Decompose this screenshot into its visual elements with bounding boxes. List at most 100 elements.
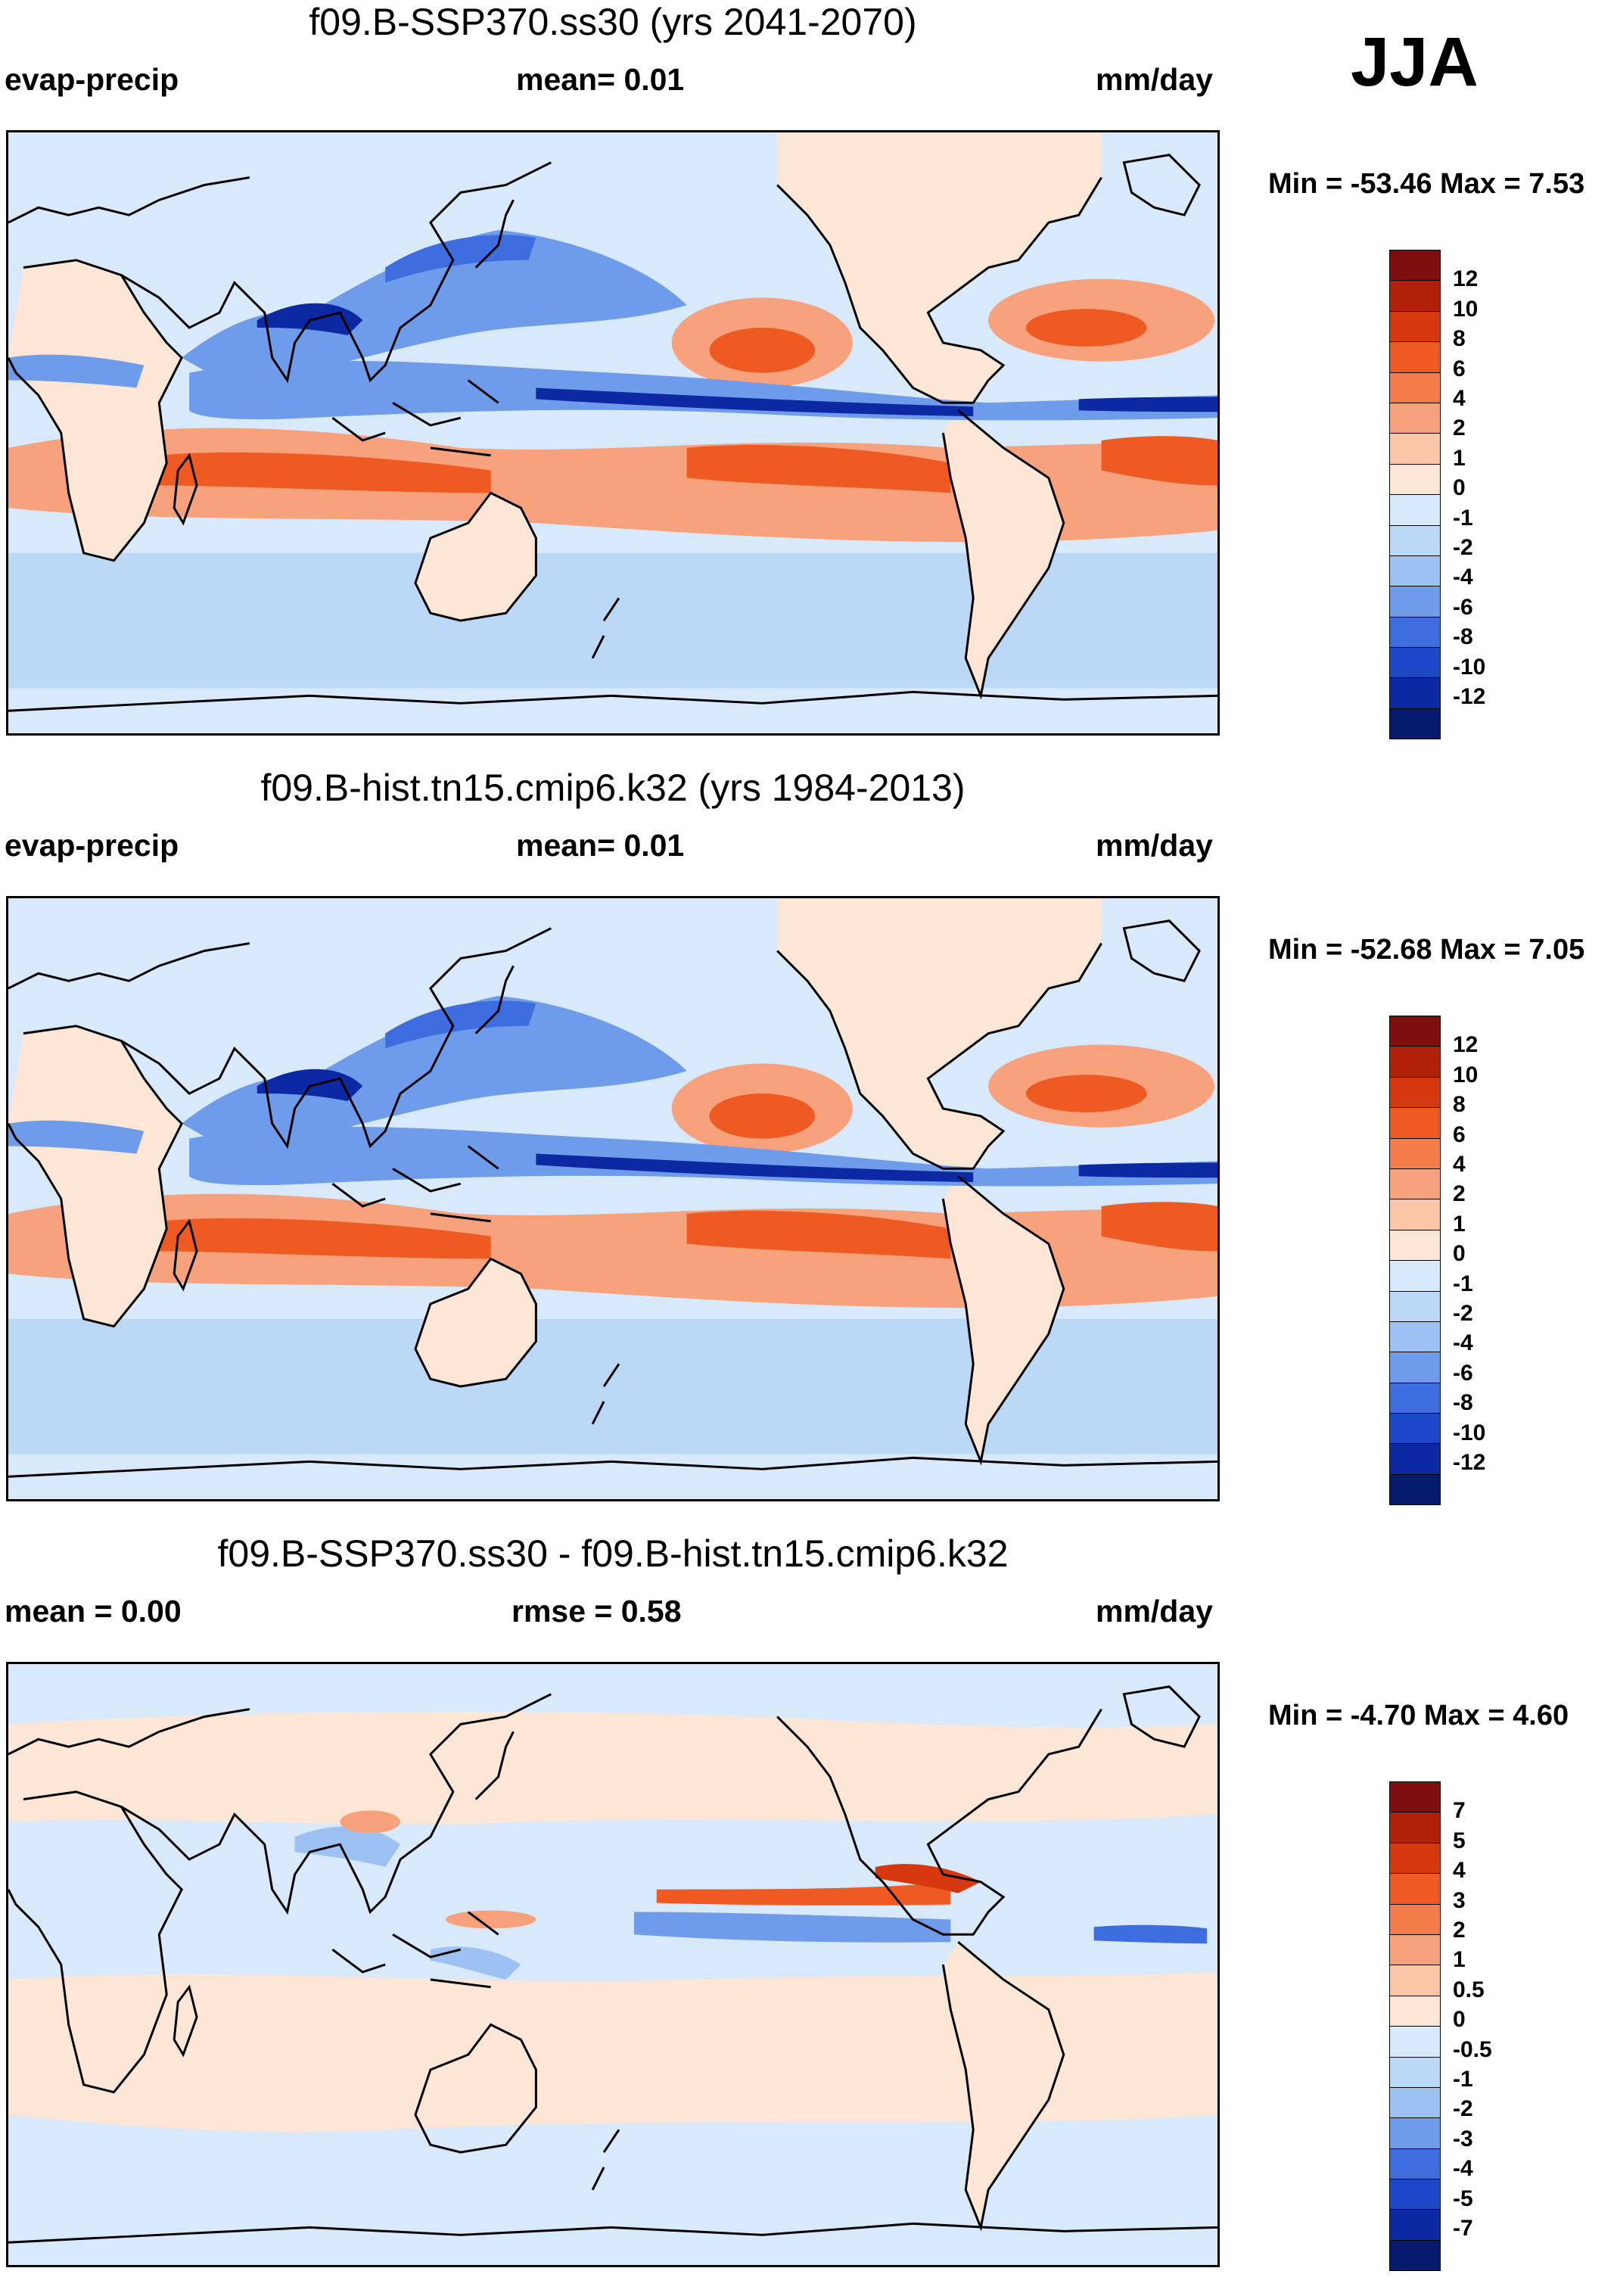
colorbar-swatch [1389,1382,1441,1414]
colorbar-swatch [1389,1903,1441,1934]
colorbar-swatch [1389,2179,1441,2210]
colorbar-tick-label: 4 [1453,1858,1466,1884]
colorbar-swatch [1389,1076,1441,1108]
colorbar-swatch [1389,1199,1441,1230]
colorbar-swatch [1389,616,1441,648]
colorbar-swatch [1389,1781,1441,1812]
min-max-label: Min = -52.68 Max = 7.05 [1268,934,1585,966]
map-plot [6,896,1220,1501]
colorbar-swatch [1389,1873,1441,1904]
colorbar-tick-label: 3 [1453,1887,1466,1913]
colorbar-tick-label: 5 [1453,1828,1466,1853]
panel-difference: f09.B-SSP370.ss30 - f09.B-hist.tn15.cmip… [0,1532,1617,2296]
colorbar-swatch [1389,1229,1441,1261]
units-label: mm/day [1096,62,1213,97]
colorbar-tick-label: 2 [1453,1181,1466,1207]
colorbar-tick-label: 0.5 [1453,1977,1485,2002]
colorbar-swatch [1389,1321,1441,1352]
rmse-label: rmse = 0.58 [512,1594,682,1629]
colorbar-tick-label: -4 [1453,2156,1473,2182]
colorbar-swatch [1389,310,1441,342]
panel-ssp370: f09.B-SSP370.ss30 (yrs 2041-2070) evap-p… [0,0,1617,764]
colorbar-tick-label: -1 [1453,2067,1473,2092]
colorbar-swatch [1389,524,1441,555]
colorbar-tick-label: 0 [1453,2007,1466,2033]
mean-label: mean= 0.01 [516,62,685,97]
colorbar-tick-label: 4 [1453,386,1466,411]
colorbar-tick-label: -2 [1453,535,1473,560]
colorbar-tick-label: 6 [1453,356,1466,381]
panel-title: f09.B-SSP370.ss30 (yrs 2041-2070) [309,1,917,43]
colorbar-swatch [1389,1352,1441,1383]
colorbar-tick-label: 8 [1453,1092,1466,1118]
colorbar-tick-label: -10 [1453,654,1486,680]
colorbar-tick-label: -12 [1453,1450,1486,1475]
colorbar-tick-label: -2 [1453,2096,1473,2122]
colorbar-tick-label: -0.5 [1453,2036,1492,2062]
units-label: mm/day [1096,1594,1213,1629]
season-label: JJA [1351,23,1479,101]
colorbar-swatch [1389,1934,1441,1965]
colorbar-swatch [1389,402,1441,434]
colorbar-tick-label: 0 [1453,1241,1466,1267]
colorbar-tick-label: -10 [1453,1420,1486,1445]
colorbar-swatch [1389,1137,1441,1168]
colorbar-tick-label: 8 [1453,326,1466,352]
colorbar-tick-label: -4 [1453,1330,1473,1356]
colorbar-tick-label: 0 [1453,475,1466,501]
colorbar-swatch [1389,647,1441,678]
colorbar-tick-label: 10 [1453,1062,1479,1087]
colorbar-tick-label: 10 [1453,296,1479,322]
colorbar-swatch [1389,586,1441,617]
colorbar-swatch [1389,1965,1441,1996]
colorbar-tick-label: -7 [1453,2216,1473,2241]
colorbar-swatch [1389,2209,1441,2240]
colorbar-swatch [1389,555,1441,586]
units-label: mm/day [1096,828,1213,863]
colorbar-tick-label: -5 [1453,2186,1473,2211]
colorbar-tick-label: -8 [1453,1390,1473,1416]
colorbar-swatch [1389,2148,1441,2179]
colorbar-swatch [1389,341,1441,372]
colorbar-tick-label: -3 [1453,2126,1473,2151]
colorbar-tick-label: 12 [1453,1032,1479,1058]
colorbar-swatch [1389,677,1441,708]
colorbar-swatch [1389,2117,1441,2148]
variable-label: evap-precip [5,62,179,97]
colorbar-swatch [1389,2056,1441,2087]
colorbar-tick-label: 4 [1453,1152,1466,1177]
variable-label: evap-precip [5,828,179,863]
colorbar-tick-label: -8 [1453,624,1473,650]
colorbar-tick-label: -4 [1453,565,1473,590]
colorbar [1389,1781,1441,2272]
colorbar-tick-label: -1 [1453,505,1473,530]
colorbar-swatch [1389,1107,1441,1138]
colorbar-swatch [1389,1168,1441,1199]
colorbar-swatch [1389,2239,1441,2272]
colorbar-tick-label: -12 [1453,684,1486,709]
colorbar-tick-label: -6 [1453,594,1473,620]
colorbar-tick-label: 2 [1453,415,1466,441]
colorbar-swatch [1389,494,1441,525]
colorbar-tick-label: 6 [1453,1122,1466,1147]
colorbar [1389,1016,1441,1506]
colorbar-swatch [1389,1016,1441,1047]
colorbar-tick-label: 12 [1453,266,1479,292]
panel-title: f09.B-SSP370.ss30 - f09.B-hist.tn15.cmip… [217,1532,1009,1575]
colorbar-swatch [1389,1443,1441,1474]
colorbar-swatch [1389,1842,1441,1874]
colorbar-swatch [1389,1290,1441,1321]
colorbar-tick-label: -6 [1453,1360,1473,1386]
map-plot [6,130,1220,736]
panel-title: f09.B-hist.tn15.cmip6.k32 (yrs 1984-2013… [260,767,966,809]
colorbar-tick-label: 1 [1453,1211,1466,1237]
colorbar-swatch [1389,1473,1441,1506]
colorbar-tick-label: 2 [1453,1918,1466,1943]
colorbar-swatch [1389,433,1441,464]
colorbar-swatch [1389,2026,1441,2057]
min-max-label: Min = -53.46 Max = 7.53 [1268,168,1585,200]
mean-label: mean = 0.00 [5,1594,182,1629]
colorbar-swatch [1389,250,1441,281]
colorbar-swatch [1389,280,1441,311]
colorbar-tick-label: -1 [1453,1271,1473,1296]
